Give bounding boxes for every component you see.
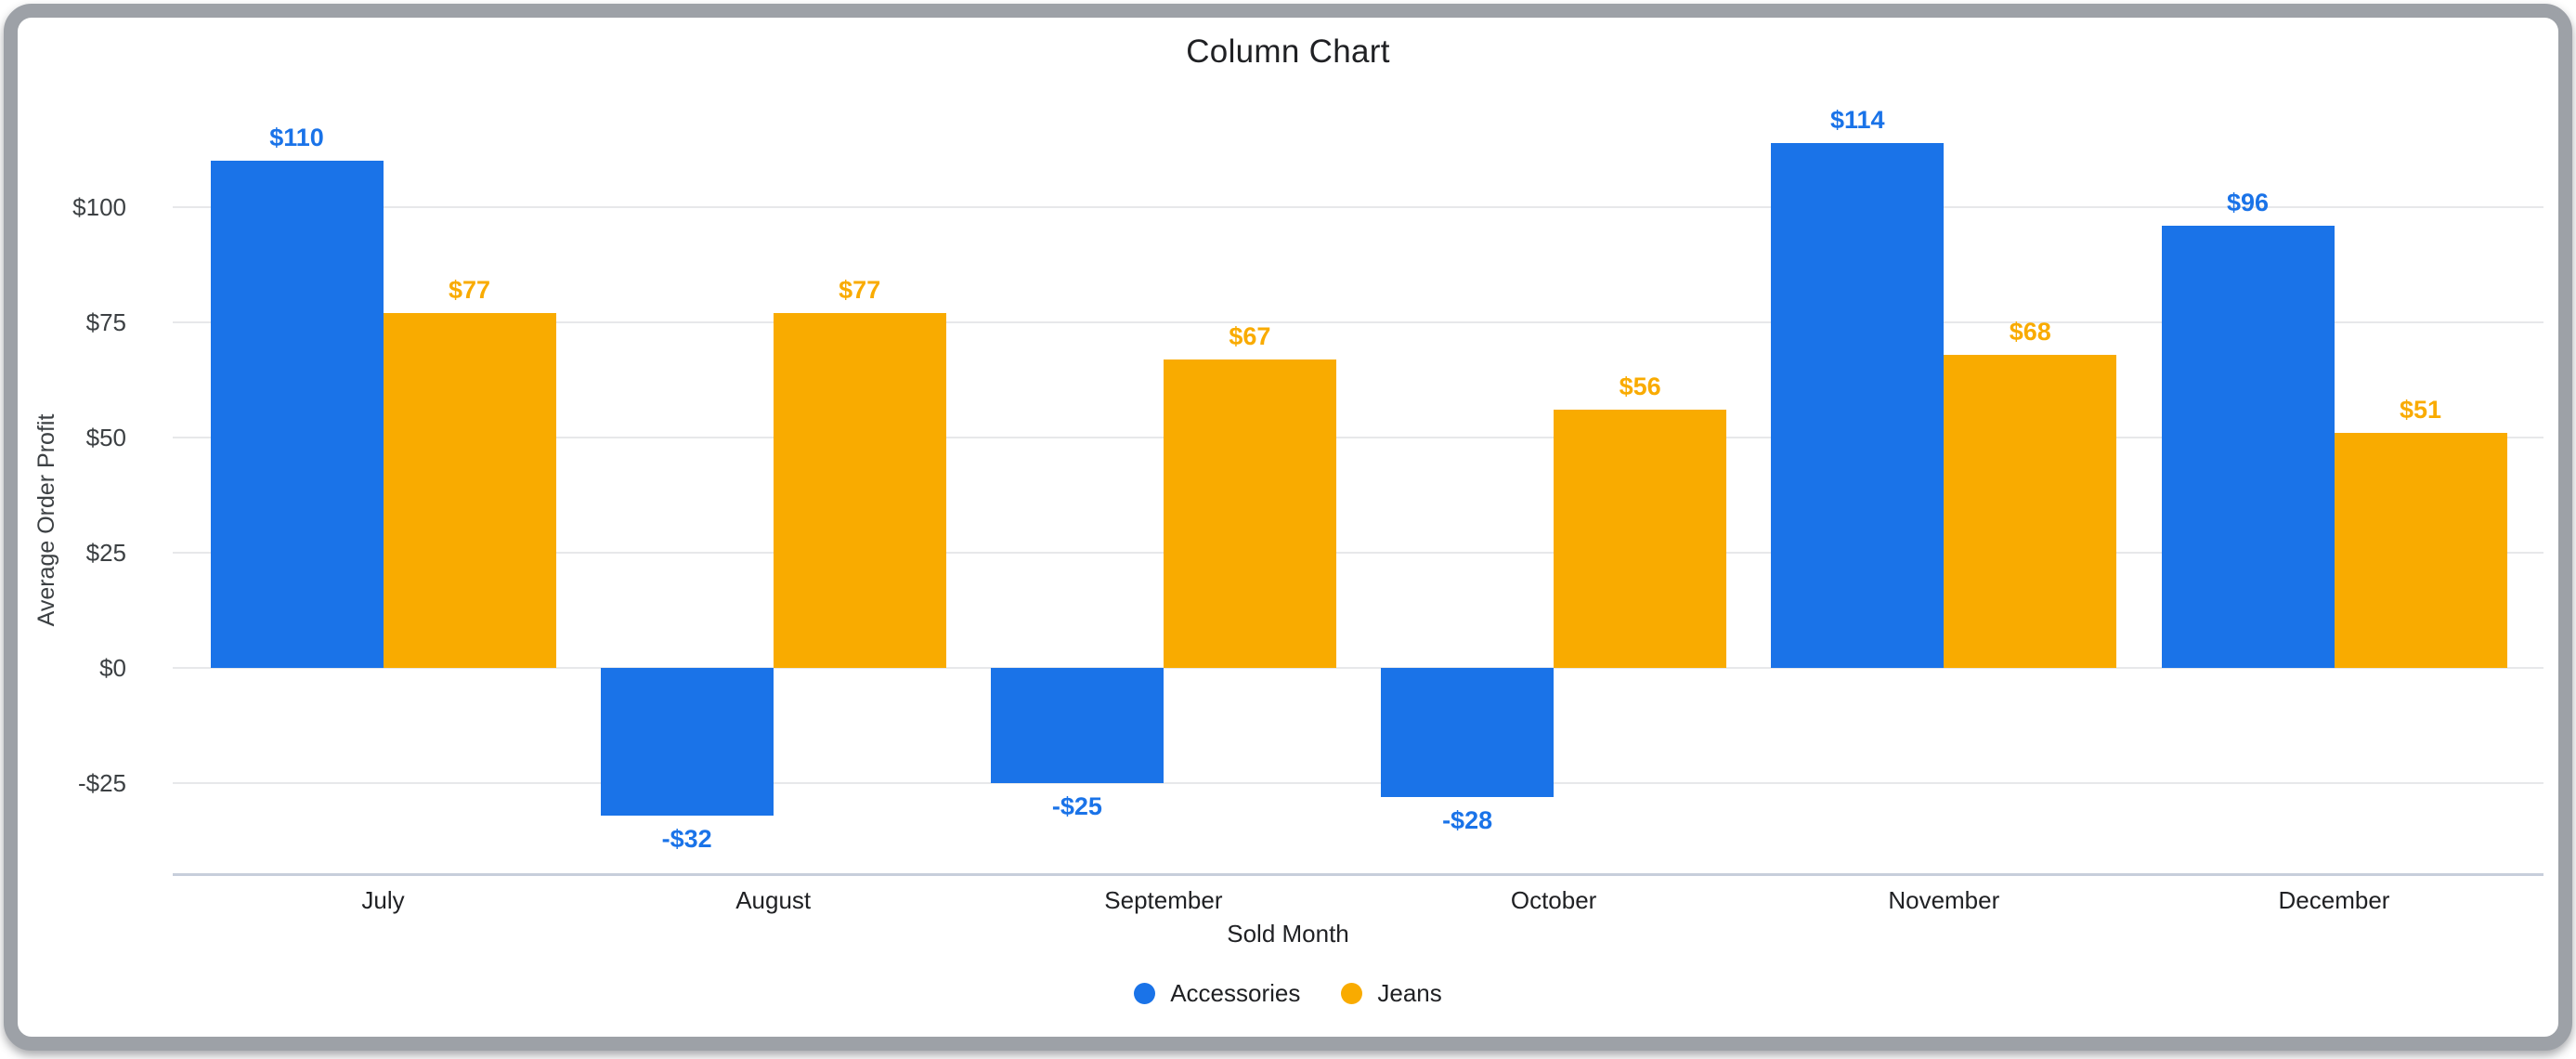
x-tick-label-december: December xyxy=(2278,886,2390,914)
bar-value-label: -$25 xyxy=(1051,792,1102,820)
bar-jeans-september[interactable] xyxy=(1163,359,1336,668)
legend-item-jeans[interactable]: Jeans xyxy=(1341,979,1442,1008)
bar-value-label: $77 xyxy=(448,276,491,305)
bar-value-label: $110 xyxy=(269,124,324,152)
bar-value-label: $77 xyxy=(839,276,881,305)
bar-value-label: $56 xyxy=(1619,373,1661,401)
legend: Accessories Jeans xyxy=(0,979,2576,1008)
gridline--25 xyxy=(173,782,2543,784)
y-tick-label: $100 xyxy=(72,193,126,221)
y-tick-label: $25 xyxy=(85,539,126,567)
y-tick-label: -$25 xyxy=(77,769,126,797)
gridline-50 xyxy=(173,437,2543,438)
x-tick-label-october: October xyxy=(1510,886,1597,914)
bar-jeans-december[interactable] xyxy=(2334,433,2507,668)
x-tick-label-november: November xyxy=(1888,886,2000,914)
y-tick-label: $75 xyxy=(85,308,126,336)
y-tick-label: $50 xyxy=(85,424,126,451)
bar-value-label: $67 xyxy=(1229,321,1271,350)
bar-jeans-august[interactable] xyxy=(773,313,946,668)
x-axis-line xyxy=(173,873,2543,876)
bar-jeans-november[interactable] xyxy=(1944,354,2117,668)
bar-value-label: $51 xyxy=(2399,396,2442,425)
x-axis-title: Sold Month xyxy=(1227,920,1349,948)
bar-value-label: -$28 xyxy=(1442,805,1493,834)
bar-accessories-december[interactable] xyxy=(2161,225,2335,668)
x-tick-label-august: August xyxy=(735,886,812,914)
chart-title: Column Chart xyxy=(1186,33,1390,70)
bar-accessories-august[interactable] xyxy=(600,668,774,816)
legend-label-accessories: Accessories xyxy=(1170,979,1301,1007)
x-tick-label-september: September xyxy=(1104,886,1223,914)
gridline-75 xyxy=(173,321,2543,323)
gridline-25 xyxy=(173,552,2543,554)
bar-value-label: $68 xyxy=(2009,317,2051,346)
jeans-series-dot-icon xyxy=(1341,983,1363,1004)
bar-jeans-october[interactable] xyxy=(1554,410,1727,668)
bar-value-label: $114 xyxy=(1830,105,1885,134)
x-tick-label-july: July xyxy=(361,886,405,914)
legend-item-accessories[interactable]: Accessories xyxy=(1134,979,1300,1008)
legend-label-jeans: Jeans xyxy=(1377,979,1442,1007)
y-tick-label: $0 xyxy=(99,654,126,682)
y-axis-title: Average Order Profit xyxy=(33,413,59,627)
bar-jeans-july[interactable] xyxy=(383,313,556,668)
bar-value-label: $96 xyxy=(2226,188,2270,216)
bar-value-label: -$32 xyxy=(661,824,712,853)
gridline-0 xyxy=(173,667,2543,669)
bar-accessories-november[interactable] xyxy=(1771,142,1945,668)
gridline-100 xyxy=(173,206,2543,208)
accessories-series-dot-icon xyxy=(1134,983,1156,1004)
bar-accessories-september[interactable] xyxy=(990,668,1164,783)
bar-accessories-october[interactable] xyxy=(1381,668,1555,797)
bar-accessories-july[interactable] xyxy=(210,161,384,668)
